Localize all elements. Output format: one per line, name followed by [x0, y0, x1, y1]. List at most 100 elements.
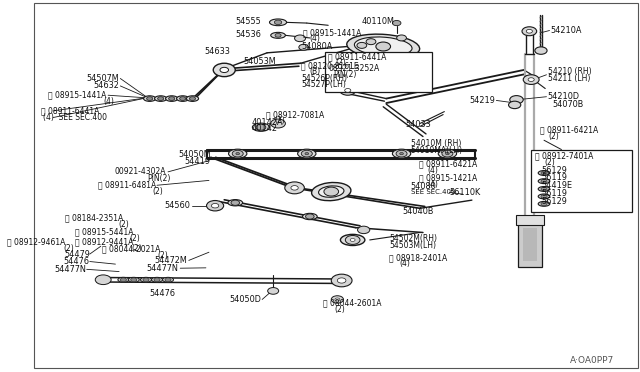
Text: 54033: 54033 — [406, 121, 431, 129]
Circle shape — [291, 186, 298, 190]
Text: 56129: 56129 — [541, 166, 567, 174]
Text: 54632: 54632 — [93, 81, 119, 90]
Circle shape — [207, 201, 223, 211]
Ellipse shape — [355, 37, 412, 56]
Text: 54526P(RH): 54526P(RH) — [301, 74, 348, 83]
Circle shape — [522, 27, 537, 36]
Text: 54080: 54080 — [411, 182, 436, 190]
Circle shape — [526, 29, 532, 33]
Circle shape — [143, 278, 149, 282]
Ellipse shape — [538, 170, 550, 176]
Circle shape — [305, 153, 308, 155]
Ellipse shape — [155, 96, 167, 102]
Circle shape — [335, 298, 340, 301]
Text: (2): (2) — [130, 234, 141, 243]
Circle shape — [340, 86, 356, 95]
Ellipse shape — [538, 201, 550, 206]
Text: 54633: 54633 — [205, 47, 230, 56]
Text: 54503M(LH): 54503M(LH) — [389, 241, 436, 250]
Text: 54479: 54479 — [64, 250, 90, 259]
Text: 56129: 56129 — [541, 197, 567, 206]
Ellipse shape — [303, 214, 317, 219]
Circle shape — [510, 96, 524, 104]
Text: (4): (4) — [103, 97, 114, 106]
Text: 54040B: 54040B — [403, 207, 434, 216]
Text: (2): (2) — [152, 187, 163, 196]
Text: Ⓝ 08912-9441A: Ⓝ 08912-9441A — [76, 237, 134, 246]
Text: 54419E: 54419E — [541, 181, 572, 190]
Ellipse shape — [141, 278, 152, 282]
Text: Ⓥ 08915-1441A: Ⓥ 08915-1441A — [49, 91, 107, 100]
Text: Ⓝ 08918-2401A: Ⓝ 08918-2401A — [389, 253, 447, 262]
Circle shape — [189, 97, 196, 100]
Text: (2): (2) — [63, 244, 74, 253]
Text: 40142: 40142 — [252, 124, 278, 133]
Circle shape — [294, 35, 305, 42]
Circle shape — [535, 47, 547, 54]
Circle shape — [350, 238, 355, 241]
Circle shape — [442, 150, 453, 157]
Text: 54419: 54419 — [185, 157, 211, 166]
Text: (2): (2) — [334, 305, 345, 314]
Text: Ⓝ 08915-1441A: Ⓝ 08915-1441A — [303, 28, 361, 37]
Circle shape — [268, 288, 278, 294]
Circle shape — [213, 63, 236, 77]
Circle shape — [366, 39, 376, 45]
Circle shape — [528, 78, 534, 81]
Bar — [325, 52, 432, 92]
Circle shape — [345, 89, 351, 92]
Ellipse shape — [538, 194, 550, 199]
Circle shape — [396, 150, 407, 157]
Text: 54477N: 54477N — [147, 264, 179, 273]
Ellipse shape — [340, 234, 365, 246]
Text: SEE SEC.400: SEE SEC.400 — [411, 189, 455, 195]
Circle shape — [271, 119, 285, 128]
Circle shape — [299, 44, 308, 50]
Circle shape — [541, 202, 547, 206]
Text: 54210 (RH): 54210 (RH) — [548, 67, 591, 76]
Circle shape — [301, 150, 312, 157]
Circle shape — [324, 187, 339, 196]
Text: Ⓝ 08911-6421A: Ⓝ 08911-6421A — [540, 125, 598, 134]
Text: Ⓝ 08915-1421A: Ⓝ 08915-1421A — [419, 173, 477, 182]
Text: 54210A: 54210A — [551, 26, 582, 35]
Ellipse shape — [163, 278, 173, 282]
Text: 54210D: 54210D — [548, 92, 580, 101]
Circle shape — [275, 33, 281, 37]
Circle shape — [95, 275, 111, 285]
Bar — [523, 228, 538, 261]
Text: (2): (2) — [275, 116, 285, 125]
Text: 54050M: 54050M — [178, 150, 211, 158]
Circle shape — [392, 20, 401, 26]
Text: 54053M: 54053M — [244, 57, 276, 66]
Text: (4): (4) — [428, 180, 438, 189]
Circle shape — [445, 153, 449, 155]
Circle shape — [357, 42, 367, 48]
Circle shape — [524, 75, 539, 84]
Ellipse shape — [538, 179, 550, 184]
Text: 56110K: 56110K — [449, 188, 481, 197]
Text: 54476: 54476 — [149, 289, 175, 298]
Circle shape — [400, 153, 403, 155]
Text: 54560: 54560 — [164, 201, 191, 210]
Ellipse shape — [392, 149, 411, 158]
Circle shape — [541, 179, 547, 183]
Text: Ⓝ 08912-9461A: Ⓝ 08912-9461A — [7, 237, 65, 246]
Ellipse shape — [186, 96, 198, 102]
Text: 08921-3252A: 08921-3252A — [328, 64, 380, 73]
Circle shape — [285, 182, 305, 194]
Ellipse shape — [118, 278, 129, 282]
Text: 54010MA(LH): 54010MA(LH) — [411, 146, 463, 155]
Circle shape — [120, 278, 127, 282]
Text: 56119: 56119 — [541, 173, 567, 182]
Circle shape — [131, 278, 137, 282]
Circle shape — [157, 97, 164, 100]
Text: Ⓝ 08911-6481A: Ⓝ 08911-6481A — [97, 181, 156, 190]
Text: 54476: 54476 — [64, 257, 90, 266]
Text: Ⓝ 08911-6421A: Ⓝ 08911-6421A — [419, 159, 477, 168]
Text: (2): (2) — [157, 251, 168, 260]
Text: 54219: 54219 — [469, 96, 495, 105]
Ellipse shape — [538, 186, 550, 192]
Bar — [518, 223, 542, 267]
Circle shape — [275, 20, 282, 25]
